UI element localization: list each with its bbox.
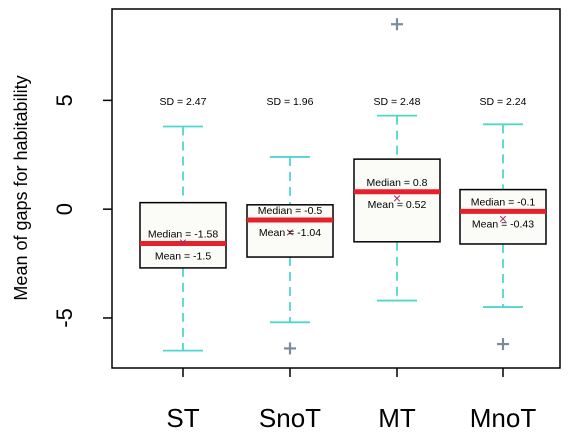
x-tick-label: MT — [378, 403, 416, 433]
box — [459, 188, 547, 245]
mean-label: Mean = -1.5 — [155, 251, 211, 263]
mean-marker: × — [179, 234, 187, 250]
box — [246, 204, 334, 258]
mean-marker: × — [499, 211, 507, 227]
median-label: Median = 0.8 — [366, 177, 427, 189]
x-tick-label: ST — [166, 403, 199, 433]
y-axis-label: Mean of gaps for habitability — [11, 75, 31, 300]
x-tick-label: MnoT — [470, 403, 537, 433]
sd-label: SD = 2.48 — [374, 96, 421, 108]
sd-label: SD = 2.24 — [480, 96, 527, 108]
sd-label: SD = 2.47 — [160, 96, 207, 108]
median-label: Median = -0.5 — [258, 205, 323, 217]
y-tick-label: 5 — [52, 94, 77, 106]
mean-label: Mean = 0.52 — [368, 199, 427, 211]
box-group-mnot: × Median = -0.1 Mean = -0.43 SD = 2.24 — [459, 96, 547, 351]
box-group-mt: ×Median = 0.8 Mean = 0.52 SD = 2.48 — [353, 18, 441, 302]
median-label: Median = -1.58 — [148, 229, 218, 241]
mean-marker: × — [393, 190, 401, 206]
box — [353, 158, 441, 243]
mean-label: Mean = -1.04 — [259, 227, 321, 239]
sd-label: SD = 1.96 — [267, 96, 314, 108]
box-group-st: ×Median = -1.58 Mean = -1.5 SD = 2.47 — [139, 96, 227, 352]
y-tick-label: -5 — [52, 308, 77, 328]
axes: -5 0 5 ST SnoT MT MnoT — [52, 94, 536, 433]
box — [139, 201, 227, 269]
box-group-snot: × Median = -0.5 Mean = -1.04 SD = 1.96 — [246, 96, 334, 355]
median-label: Median = -0.1 — [471, 196, 536, 208]
plot-frame — [111, 8, 561, 369]
mean-label: Mean = -0.43 — [472, 218, 534, 230]
y-tick-label: 0 — [52, 203, 77, 215]
mean-marker: × — [286, 224, 294, 240]
x-tick-label: SnoT — [259, 403, 321, 433]
